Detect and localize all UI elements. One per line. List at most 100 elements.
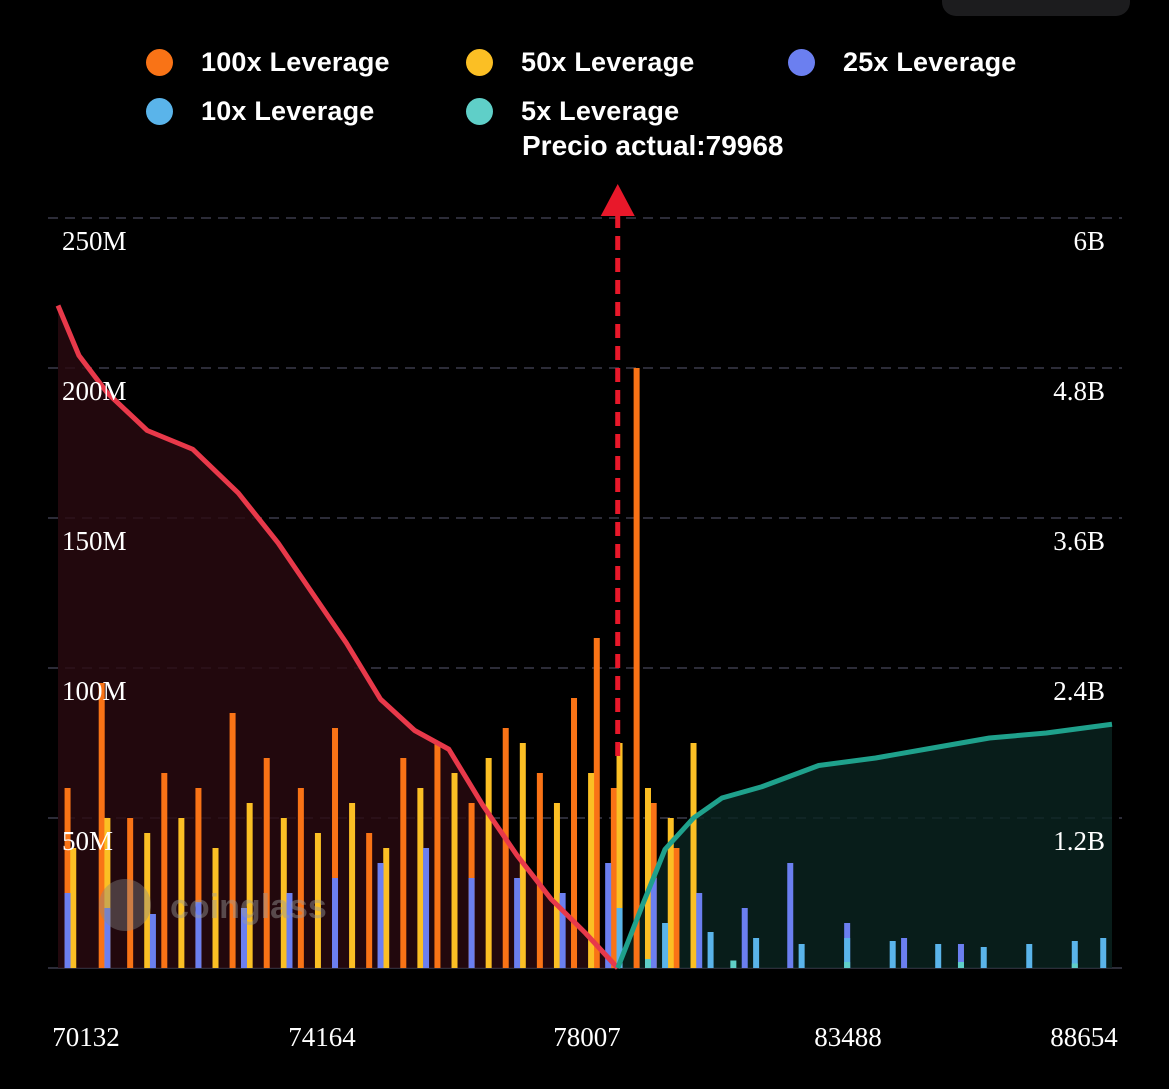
bar-50x[interactable] <box>144 833 151 968</box>
bar-50x[interactable] <box>104 818 111 968</box>
bar-100x[interactable] <box>366 833 373 968</box>
bar-50x[interactable] <box>588 773 595 968</box>
bar-50x[interactable] <box>246 803 253 968</box>
bar-50x[interactable] <box>212 848 219 968</box>
bar-25x[interactable] <box>468 878 475 968</box>
bar-100x[interactable] <box>400 758 407 968</box>
bar-100x[interactable] <box>673 848 680 968</box>
bar-5x[interactable] <box>957 962 964 968</box>
bar-100x[interactable] <box>536 773 543 968</box>
bar-100x[interactable] <box>195 788 202 968</box>
watermark-logo-icon <box>99 879 151 931</box>
bar-10x[interactable] <box>662 923 669 968</box>
bar-25x[interactable] <box>650 878 657 968</box>
bar-25x[interactable] <box>149 914 156 968</box>
legend-label-50x: 50x Leverage <box>521 47 695 77</box>
bar-100x[interactable] <box>571 698 578 968</box>
bar-5x[interactable] <box>844 962 851 968</box>
bar-10x[interactable] <box>1071 941 1078 968</box>
bar-25x[interactable] <box>696 893 703 968</box>
y-right-tick-label: 4.8B <box>1053 376 1105 406</box>
bar-25x[interactable] <box>787 863 794 968</box>
bar-25x[interactable] <box>332 878 339 968</box>
bar-50x[interactable] <box>690 743 697 968</box>
bar-50x[interactable] <box>417 788 424 968</box>
bar-25x[interactable] <box>901 938 908 968</box>
bar-100x[interactable] <box>297 788 304 968</box>
bar-10x[interactable] <box>1100 938 1107 968</box>
x-tick-label: 70132 <box>52 1022 120 1052</box>
bar-25x[interactable] <box>195 902 202 968</box>
x-tick-label: 78007 <box>553 1022 621 1052</box>
bar-100x[interactable] <box>633 368 640 968</box>
bar-50x[interactable] <box>70 848 77 968</box>
legend-item-10x[interactable]: 10x Leverage <box>146 96 375 127</box>
bar-10x[interactable] <box>798 944 805 968</box>
bar-10x[interactable] <box>753 938 760 968</box>
bar-100x[interactable] <box>502 728 509 968</box>
y-left-tick-label: 250M <box>62 226 127 256</box>
y-left-tick-label: 50M <box>62 826 113 856</box>
y-right-tick-label: 3.6B <box>1053 526 1105 556</box>
legend-item-25x[interactable]: 25x Leverage <box>788 47 1017 78</box>
legend-item-5x[interactable]: 5x Leverage <box>466 96 679 127</box>
top-pill[interactable] <box>942 0 1130 16</box>
bar-10x[interactable] <box>1026 944 1033 968</box>
bar-100x[interactable] <box>127 818 134 968</box>
legend-dot-10x <box>146 98 173 125</box>
bar-10x[interactable] <box>889 941 896 968</box>
bar-10x[interactable] <box>616 908 623 968</box>
legend-item-100x[interactable]: 100x Leverage <box>146 47 390 78</box>
bar-100x[interactable] <box>610 788 617 968</box>
x-tick-label: 74164 <box>288 1022 356 1052</box>
bar-25x[interactable] <box>957 944 964 968</box>
bar-50x[interactable] <box>451 773 458 968</box>
bar-50x[interactable] <box>616 743 623 968</box>
bar-50x[interactable] <box>553 803 560 968</box>
bar-10x[interactable] <box>707 932 714 968</box>
bar-5x[interactable] <box>1071 963 1078 969</box>
bar-10x[interactable] <box>980 947 987 968</box>
legend-dot-50x <box>466 49 493 76</box>
bar-100x[interactable] <box>161 773 168 968</box>
bar-50x[interactable] <box>667 818 674 968</box>
bar-50x[interactable] <box>485 758 492 968</box>
bar-100x[interactable] <box>98 683 105 968</box>
short-cumulative-line[interactable] <box>55 304 620 970</box>
y-left-tick-label: 200M <box>62 376 127 406</box>
bar-5x[interactable] <box>730 960 737 969</box>
bar-5x[interactable] <box>644 959 651 968</box>
bar-100x[interactable] <box>434 743 441 968</box>
bar-10x[interactable] <box>935 944 942 968</box>
axis-layer: 250M 6B 200M 4.8B 150M 3.6B 100M 2.4B 50M 1.2B 701… <box>52 226 1118 1052</box>
bar-25x[interactable] <box>286 893 293 968</box>
bar-25x[interactable] <box>741 908 748 968</box>
bar-25x[interactable] <box>514 878 521 968</box>
bar-50x[interactable] <box>314 833 321 968</box>
bar-50x[interactable] <box>383 848 390 968</box>
bar-25x[interactable] <box>559 893 566 968</box>
current-price-arrow-icon <box>600 184 635 216</box>
bar-50x[interactable] <box>644 788 651 968</box>
current-price-label: Precio actual:79968 <box>522 130 784 161</box>
bar-25x[interactable] <box>377 863 384 968</box>
bar-100x[interactable] <box>332 728 339 968</box>
bar-100x[interactable] <box>593 638 600 968</box>
bar-25x[interactable] <box>104 908 111 968</box>
line-layer <box>55 304 1113 970</box>
bar-25x[interactable] <box>64 893 71 968</box>
legend-item-50x[interactable]: 50x Leverage <box>466 47 695 78</box>
bar-10x[interactable] <box>844 938 851 968</box>
bar-100x[interactable] <box>64 788 71 968</box>
bar-25x[interactable] <box>605 863 612 968</box>
bar-50x[interactable] <box>519 743 526 968</box>
bar-25x[interactable] <box>423 848 430 968</box>
bar-50x[interactable] <box>349 803 356 968</box>
bar-50x[interactable] <box>178 818 185 968</box>
long-cumulative-line[interactable] <box>615 721 1113 969</box>
bar-100x[interactable] <box>229 713 236 968</box>
bar-100x[interactable] <box>263 758 270 968</box>
bar-50x[interactable] <box>280 818 287 968</box>
bar-25x[interactable] <box>240 908 247 968</box>
